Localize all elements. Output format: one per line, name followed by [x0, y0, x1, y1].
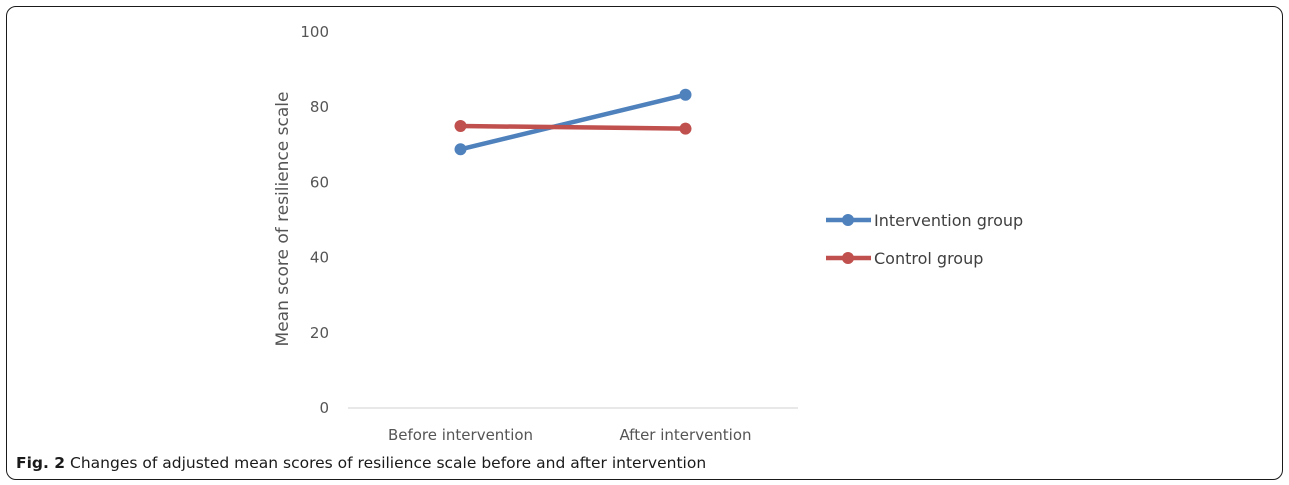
legend: Intervention group Control group [826, 211, 1023, 268]
data-point [679, 122, 692, 135]
y-tick-label: 60 [310, 173, 329, 191]
caption-text: Changes of adjusted mean scores of resil… [70, 454, 707, 472]
series-line [458, 92, 688, 152]
figure-number: Fig. 2 [16, 454, 66, 472]
data-point [679, 88, 692, 101]
series-line [458, 123, 688, 131]
legend-label: Control group [874, 249, 983, 268]
x-tick-label: After intervention [619, 426, 751, 444]
series-lines [454, 88, 692, 156]
data-point [454, 143, 467, 156]
data-point [454, 120, 467, 132]
legend-label: Intervention group [874, 211, 1023, 230]
legend-marker [842, 252, 854, 264]
figure-caption: Fig. 2 Changes of adjusted mean scores o… [16, 454, 706, 472]
figure-frame [6, 6, 1283, 480]
y-tick-label: 20 [310, 324, 329, 342]
x-tick-labels: Before intervention After intervention [388, 426, 752, 444]
y-tick-label: 40 [310, 249, 329, 267]
x-tick-label: Before intervention [388, 426, 533, 444]
y-tick-label: 80 [310, 98, 329, 116]
y-tick-labels: 0 20 40 60 80 100 [300, 23, 329, 417]
y-tick-label: 100 [300, 23, 329, 41]
y-axis-title: Mean score of resilience scale [273, 92, 293, 347]
y-tick-label: 0 [319, 399, 329, 417]
legend-marker [842, 214, 854, 226]
